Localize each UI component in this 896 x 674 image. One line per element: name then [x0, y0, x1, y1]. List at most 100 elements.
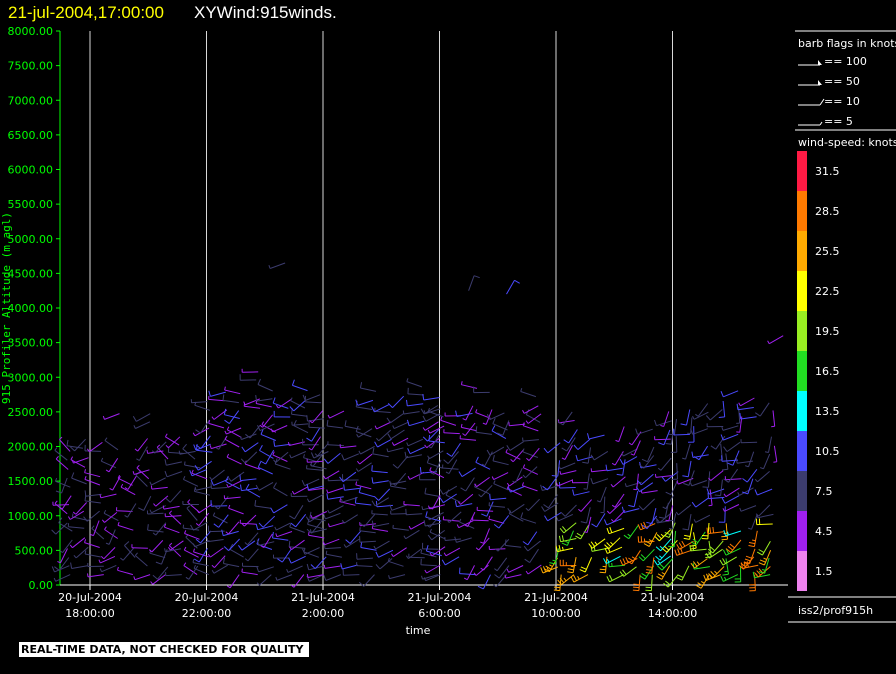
wind-barb: [758, 557, 770, 574]
wind-barb: [257, 378, 273, 392]
wind-barb: [307, 518, 324, 530]
wind-barb: [680, 409, 691, 426]
wind-barb: [724, 476, 742, 481]
wind-barb: [638, 455, 655, 469]
wind-barb: [492, 454, 509, 466]
barb-legend: == 100 == 50 == 10 == 5: [798, 55, 867, 128]
wind-barb: [422, 421, 439, 431]
wind-barb: [322, 512, 341, 520]
wind-barb: [604, 537, 621, 550]
wind-barb: [376, 429, 392, 442]
wind-barb: [99, 493, 117, 499]
wind-barb: [621, 448, 638, 457]
wind-barb: [443, 429, 460, 435]
wind-barb: [654, 473, 672, 478]
wind-barb: [84, 539, 100, 548]
wind-barb: [734, 565, 742, 583]
wind-barb: [289, 539, 305, 551]
wind-barb: [291, 379, 308, 392]
wind-barb: [222, 394, 239, 404]
wind-barb: [599, 556, 608, 574]
wind-barb: [84, 490, 102, 497]
wind-barb: [100, 457, 117, 469]
wind-barb: [460, 423, 478, 432]
wind-barb: [185, 565, 199, 580]
wind-barb: [491, 425, 507, 440]
wind-barb: [104, 526, 118, 539]
wind-barb: [558, 462, 576, 470]
wind-barb: [745, 451, 755, 468]
wind-barb: [306, 483, 325, 491]
title-datetime: 21-jul-2004,17:00:00: [8, 3, 164, 22]
wind-barb: [693, 514, 711, 523]
wind-barb: [721, 495, 740, 504]
wind-barb: [323, 452, 341, 464]
wind-barb: [289, 505, 304, 520]
wind-barb: [303, 548, 319, 558]
barb-legend-label: == 100: [824, 55, 867, 68]
wind-barb: [610, 476, 626, 488]
wind-barb: [674, 547, 693, 556]
wind-barb: [389, 504, 407, 511]
wind-barb: [628, 490, 639, 508]
speed-scale-label: 1.5: [815, 565, 833, 578]
wind-barb: [406, 438, 424, 447]
wind-barb: [371, 520, 390, 527]
wind-barb: [423, 408, 441, 415]
wind-barb: [559, 470, 577, 475]
wind-barb: [506, 476, 523, 487]
wind-barb: [641, 446, 655, 463]
wind-barb: [408, 553, 425, 559]
wind-barb: [306, 427, 321, 442]
wind-barb: [327, 441, 344, 447]
wind-barb: [603, 555, 621, 565]
x-tick-time: 2:00:00: [302, 607, 344, 620]
wind-barb: [640, 489, 658, 494]
wind-barb: [343, 538, 360, 548]
wind-barb: [272, 451, 288, 462]
wind-barb: [184, 530, 200, 540]
wind-barb: [420, 558, 437, 567]
wind-barb: [391, 437, 409, 446]
wind-barb: [306, 563, 325, 571]
wind-barb: [373, 540, 390, 550]
wind-barb: [428, 434, 445, 444]
wind-barb: [714, 479, 723, 497]
wind-barb: [244, 460, 261, 470]
wind-barb: [506, 279, 520, 295]
wind-barb: [117, 521, 134, 531]
wind-barb: [429, 467, 445, 479]
wind-barb: [420, 549, 437, 558]
wind-barb: [428, 434, 440, 449]
wind-barb: [460, 477, 475, 492]
wind-barb: [525, 413, 542, 424]
wind-barb: [136, 464, 150, 480]
speed-scale-label: 16.5: [815, 365, 840, 378]
wind-barb: [223, 408, 240, 419]
wind-barb: [633, 473, 639, 491]
wind-barb: [73, 546, 89, 559]
wind-barb: [771, 410, 776, 428]
x-tick-time: 6:00:00: [418, 607, 460, 620]
speed-scale-label: 10.5: [815, 445, 840, 458]
wind-barb: [477, 574, 491, 590]
wind-barb: [306, 458, 324, 463]
wind-barb: [419, 467, 437, 474]
wind-barb: [524, 548, 539, 564]
wind-barb: [327, 410, 345, 419]
wind-barb: [254, 500, 271, 509]
wind-barb: [182, 524, 200, 531]
wind-barb: [430, 459, 442, 475]
wind-barb: [665, 479, 679, 496]
wind-barb: [443, 547, 461, 557]
wind-barb: [371, 497, 390, 507]
speed-color-band: [797, 391, 807, 431]
title-plot-name: XYWind:915winds.: [194, 3, 337, 22]
wind-barb: [638, 548, 655, 562]
y-axis-label: 915 Profiler Altitude (m agl): [0, 212, 13, 404]
wind-barb: [682, 460, 692, 478]
wind-barb: [458, 467, 476, 478]
wind-barb: [571, 479, 589, 484]
wind-barb: [194, 460, 212, 471]
